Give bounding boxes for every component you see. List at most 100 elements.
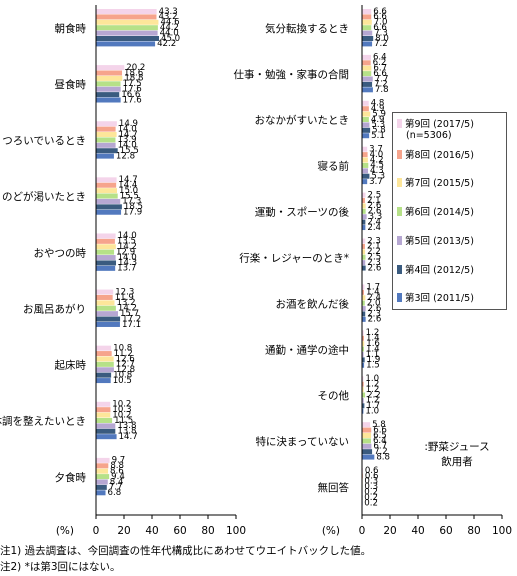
legend-label: 第7回 (2015/5)	[405, 178, 474, 189]
scope-note-line: :野菜ジュース	[424, 441, 490, 453]
panel2-value-label: 1.7	[366, 401, 380, 411]
panel2-bar	[362, 408, 364, 414]
panel1-bar	[96, 428, 116, 434]
panel2-value-label: 4.9	[371, 104, 385, 114]
panel1-bar	[96, 209, 122, 215]
panel2-bar	[362, 14, 372, 20]
panel2-bar	[362, 152, 368, 158]
panel1-value-label: 17.3	[122, 197, 141, 207]
panel2-bar	[362, 41, 373, 47]
panel1-bar	[96, 463, 109, 469]
panel1-value-label: 13.5	[117, 237, 136, 247]
panel2-value-label: 1.2	[366, 385, 380, 395]
panel2-value-label: 1.2	[366, 379, 380, 389]
panel1-category-label: 夕食時	[55, 471, 87, 484]
legend-item: 第6回 (2014/5)	[397, 204, 474, 218]
panel1-value-label: 14.0	[118, 231, 137, 241]
panel2-bar	[362, 179, 368, 185]
panel1-value-label: 10.5	[113, 376, 132, 386]
panel2-value-label: 0.2	[364, 487, 378, 497]
panel2-value-label: 1.6	[366, 339, 380, 349]
panel2-value-label: 6.4	[373, 53, 387, 63]
panel1-bar	[96, 260, 117, 266]
panel2-value-label: 1.5	[366, 361, 380, 371]
panel2-value-label: 1.2	[366, 396, 380, 406]
panel2-value-label: 8.8	[376, 452, 390, 462]
panel1-bar	[96, 265, 116, 271]
panel2-bar	[362, 117, 369, 123]
panel1-bar	[96, 92, 120, 98]
panel2-value-label: 6.6	[373, 425, 387, 435]
panel2-bar	[362, 106, 369, 112]
panel1-value-label: 8.4	[110, 477, 124, 487]
panel2-bar	[362, 208, 366, 214]
panel1-value-label: 13.8	[117, 421, 136, 431]
panel2-value-label: 1.4	[366, 334, 380, 344]
legend-item: 第4回 (2012/5)	[397, 262, 474, 276]
panel1-value-label: 6.8	[108, 488, 122, 498]
panel1-bar	[96, 321, 120, 327]
legend-swatch	[397, 178, 402, 187]
panel2-bar	[362, 432, 372, 438]
panel2-bar	[362, 25, 372, 31]
panel1-value-label: 17.5	[123, 79, 142, 89]
panel1-value-label: 12.7	[116, 360, 135, 370]
panel1-value-label: 45.0	[161, 34, 180, 44]
panel1-bar	[96, 36, 159, 41]
legend-swatch	[397, 150, 402, 159]
panel2-bar	[362, 454, 375, 460]
panel2-x-tick-label: 0	[359, 525, 366, 537]
panel2-bar	[362, 335, 364, 341]
panel1-bar	[96, 417, 113, 423]
panel1-x-tick-label: 40	[145, 525, 158, 537]
panel1-bar	[96, 233, 116, 239]
panel1-bar	[96, 126, 116, 132]
panel1-value-label: 14.0	[118, 141, 137, 151]
panel1-bar	[96, 97, 121, 103]
legend-swatch	[397, 293, 402, 302]
panel1-bar	[96, 294, 113, 300]
panel2-bar	[362, 351, 364, 357]
panel2-bar	[362, 289, 364, 295]
panel2-bar	[362, 260, 366, 266]
panel1-x-tick-label: 100	[226, 525, 246, 537]
panel1-bar	[96, 14, 157, 20]
panel1-value-label: 18.5	[124, 202, 143, 212]
panel2-bar	[362, 346, 364, 352]
panel2-bar	[362, 162, 369, 168]
panel2-bar	[362, 71, 372, 77]
panel1-value-label: 18.6	[124, 68, 143, 78]
panel2-category-label: 特に決まっていない	[255, 436, 349, 448]
panel2-bar	[362, 192, 366, 198]
panel1-bar	[96, 142, 116, 148]
panel1-bar	[96, 238, 115, 244]
panel1-value-label: 7.7	[109, 483, 123, 493]
panel1-value-label: 14.9	[119, 119, 138, 129]
panel1-bar	[96, 70, 123, 76]
panel1-value-label: 13.8	[117, 427, 136, 437]
panel1-bar	[96, 378, 111, 384]
panel2-bar	[362, 157, 368, 163]
panel2-value-label: 4.8	[371, 99, 385, 109]
panel1-bar	[96, 30, 158, 36]
panel2-bar	[362, 295, 366, 301]
panel1-bar	[96, 188, 117, 194]
panel1-value-label: 13.2	[116, 298, 135, 308]
panel2-value-label: 1.4	[366, 344, 380, 354]
legend-label: 第6回 (2014/5)	[405, 207, 474, 218]
panel2-category-label: その他	[318, 389, 350, 402]
legend-label: 第8回 (2016/5)	[405, 150, 474, 161]
panel1-value-label: 8.8	[110, 461, 124, 471]
panel1-value-label: 14.3	[118, 258, 137, 268]
panel2-bar	[362, 198, 365, 204]
panel2-x-tick-label: 60	[439, 525, 452, 537]
panel1-category-label: 起床時	[55, 359, 87, 372]
legend-item: 第8回 (2016/5)	[397, 147, 474, 161]
panel1-bar	[96, 401, 111, 407]
panel2-value-label: 7.2	[374, 80, 388, 90]
legend-sample-size: (n=5306)	[406, 130, 452, 141]
panel2-value-label: 2.3	[367, 236, 381, 246]
panel2-value-label: 2.6	[368, 207, 382, 217]
legend-item: 第9回 (2017/5)	[397, 116, 474, 130]
panel2-value-label: 0.3	[364, 482, 378, 492]
